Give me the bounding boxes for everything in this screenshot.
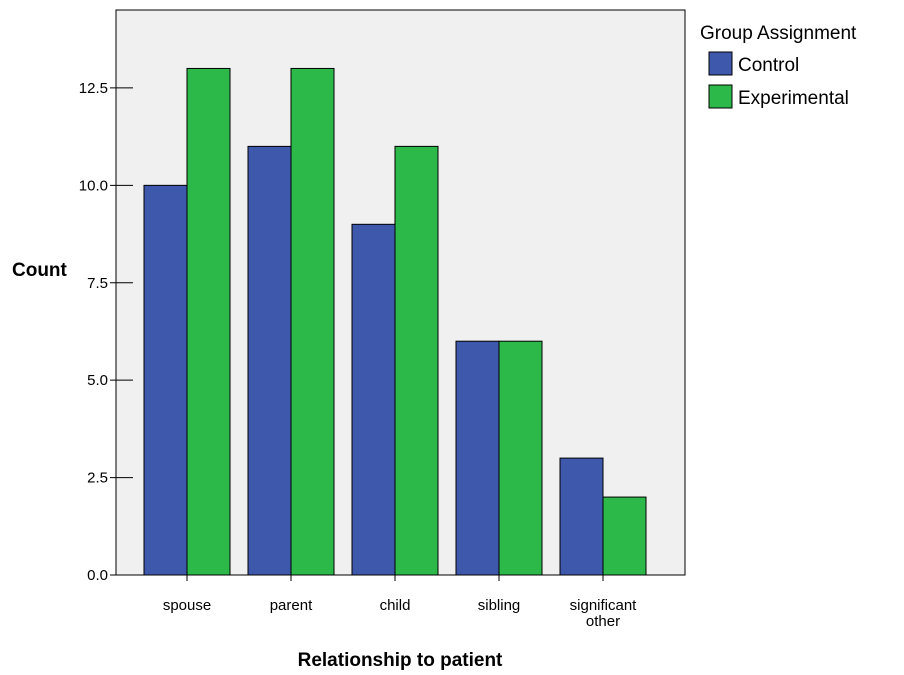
- legend-label-control: Control: [738, 55, 799, 76]
- bar-control-spouse: [143, 184, 188, 576]
- legend-label-experimental: Experimental: [738, 88, 849, 109]
- bar-control-significant-other: [559, 457, 604, 576]
- bar-experimental-child: [394, 145, 439, 576]
- y-tick-label: 2.5: [87, 470, 108, 487]
- y-tick-label: 7.5: [87, 275, 108, 292]
- legend-title: Group Assignment: [700, 23, 857, 44]
- bar-control-sibling: [455, 340, 500, 576]
- x-axis-title: Relationship to patient: [298, 650, 503, 671]
- x-tick-label: sibling: [478, 597, 521, 614]
- y-tick-label: 10.0: [79, 177, 108, 194]
- bar-experimental-sibling: [498, 340, 543, 576]
- bar-experimental-significant-other: [602, 496, 647, 576]
- legend-swatch-control: [708, 51, 733, 76]
- bar-experimental-parent: [290, 67, 335, 576]
- y-tick-label: 5.0: [87, 372, 108, 389]
- legend: Group Assignment Control Experimental: [700, 23, 857, 109]
- x-tick-label: significant other: [570, 597, 638, 630]
- legend-swatch-experimental: [708, 84, 733, 109]
- x-tick-label: spouse: [163, 597, 211, 614]
- x-tick-label: parent: [270, 597, 313, 614]
- y-tick-label: 0.0: [87, 567, 108, 584]
- x-tick-label: child: [380, 597, 411, 614]
- bar-experimental-spouse: [186, 67, 231, 576]
- bar-control-parent: [247, 145, 292, 576]
- y-tick-label: 12.5: [79, 80, 108, 97]
- bar-control-child: [351, 223, 396, 576]
- y-axis-title: Count: [12, 260, 68, 281]
